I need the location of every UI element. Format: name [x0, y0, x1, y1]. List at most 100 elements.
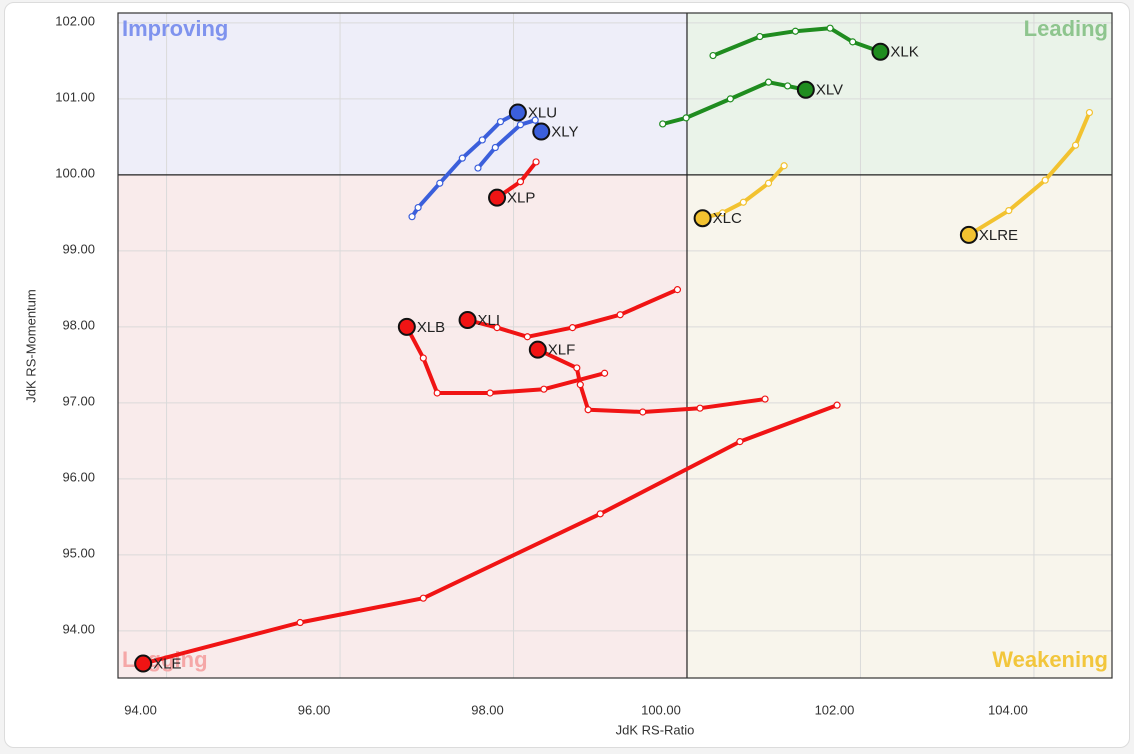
trail-point: [414, 203, 422, 212]
trail-point: [826, 24, 834, 32]
plot-frame: [117, 12, 1113, 679]
x-tick-label: 100.00: [641, 702, 681, 717]
head-point: [871, 42, 890, 61]
trail-point: [639, 408, 647, 416]
point-label: XLB: [417, 319, 445, 336]
trail-line: [465, 287, 680, 339]
point-label: XLRE: [979, 227, 1018, 244]
trail-point: [780, 162, 788, 170]
trail-point: [784, 82, 792, 90]
trail-point: [491, 143, 499, 152]
quadrant: [686, 13, 1112, 175]
trail-point: [696, 404, 704, 412]
trail-point: [516, 121, 525, 129]
trail-point: [849, 38, 857, 46]
y-tick-label: 97.00: [62, 393, 95, 408]
head-point: [693, 209, 712, 228]
trail-point: [419, 354, 427, 362]
y-axis-title: JdK RS-Momentum: [23, 289, 38, 402]
trail-point: [576, 381, 584, 389]
x-tick-label: 98.00: [471, 702, 504, 717]
point-label: XLC: [713, 210, 742, 227]
trail-point: [761, 395, 769, 403]
trail-point: [1041, 176, 1049, 184]
x-tick-label: 94.00: [124, 702, 157, 717]
x-tick-label: 96.00: [298, 702, 331, 717]
trail-point: [296, 618, 304, 627]
trail-point: [791, 27, 800, 35]
y-tick-label: 99.00: [62, 241, 95, 256]
trail-line: [141, 403, 839, 666]
trail-point: [478, 136, 486, 144]
trail-point: [532, 158, 540, 166]
x-tick-label: 104.00: [988, 702, 1028, 717]
trail-point: [600, 369, 609, 377]
trail-point: [764, 179, 773, 187]
y-tick-label: 94.00: [62, 621, 95, 636]
quadrant: [118, 174, 687, 678]
trail-point: [709, 51, 717, 60]
head-point: [796, 80, 815, 99]
point-label: XLI: [478, 312, 501, 329]
trail-point: [496, 118, 505, 126]
point-label: XLF: [548, 342, 576, 359]
head-point: [508, 103, 527, 122]
head-point: [959, 225, 978, 244]
y-tick-label: 98.00: [62, 317, 95, 332]
quadrant-label: Improving: [122, 16, 228, 41]
trail-point: [419, 594, 427, 602]
trail-point: [659, 120, 667, 128]
trail-point: [584, 406, 592, 414]
trail-point: [764, 78, 773, 86]
y-tick-label: 100.00: [55, 165, 95, 180]
trail-line: [711, 26, 883, 58]
x-tick-label: 102.00: [815, 702, 855, 717]
trail-point: [486, 389, 494, 397]
point-label: XLY: [551, 124, 578, 141]
trail-point: [516, 178, 525, 186]
point-label: XLP: [507, 190, 535, 207]
point-label: XLK: [890, 44, 918, 61]
trail-point: [573, 364, 581, 372]
y-tick-label: 95.00: [62, 545, 95, 560]
trail-point: [433, 389, 441, 397]
point-label: XLE: [153, 656, 181, 673]
head-point: [458, 311, 477, 330]
quadrant: [686, 174, 1112, 678]
head-point: [528, 340, 547, 359]
trail-point: [756, 32, 764, 41]
y-tick-label: 102.00: [55, 13, 95, 28]
y-tick-label: 96.00: [62, 469, 95, 484]
quadrant-label: Leading: [1024, 16, 1108, 41]
trail-point: [596, 510, 604, 518]
head-point: [397, 317, 416, 336]
quadrant: [118, 13, 687, 175]
trail-point: [673, 286, 682, 294]
trail-point: [682, 114, 690, 122]
trail-point: [1085, 108, 1094, 117]
trail-point: [540, 385, 548, 393]
y-tick-label: 101.00: [55, 89, 95, 104]
trail-point: [474, 164, 482, 172]
trail-point: [408, 213, 416, 221]
trail-point: [493, 324, 501, 332]
trail-point: [616, 311, 624, 319]
trail-point: [1071, 141, 1080, 149]
trail-point: [739, 198, 747, 206]
trail-point: [568, 324, 577, 332]
trail-point: [1005, 207, 1013, 215]
trail-point: [736, 438, 744, 446]
trail-point: [833, 401, 841, 409]
trail-point: [458, 154, 466, 162]
trail-point: [436, 179, 444, 187]
quadrant-label: Weakening: [992, 647, 1108, 672]
trail-point: [718, 209, 727, 217]
x-axis-title: JdK RS-Ratio: [616, 722, 695, 737]
head-point: [134, 654, 153, 673]
head-point: [488, 188, 507, 207]
trail-point: [531, 116, 539, 124]
trail-point: [726, 95, 734, 103]
trail-point: [523, 333, 531, 341]
